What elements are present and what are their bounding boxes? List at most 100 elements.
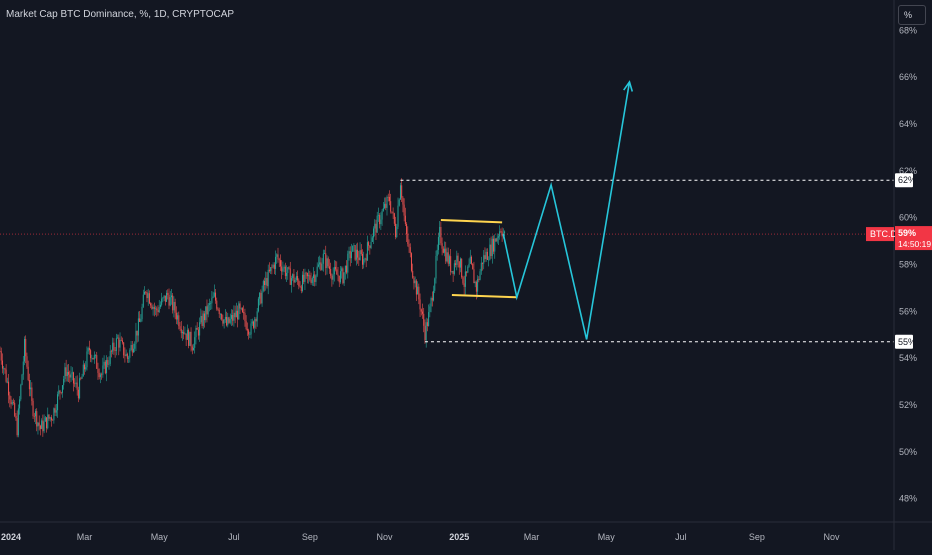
candle-body — [37, 422, 39, 427]
x-tick-label: Sep — [749, 532, 765, 542]
candle-body — [118, 337, 120, 348]
candle-body — [313, 274, 315, 279]
candle-body — [155, 308, 157, 310]
candle-body — [308, 275, 310, 277]
candle-body — [248, 330, 250, 335]
candle-body — [262, 281, 264, 291]
candle-body — [161, 298, 163, 305]
candle-body — [352, 245, 354, 252]
candle-body — [107, 360, 109, 365]
candle-body — [58, 390, 60, 395]
candle-body — [320, 262, 322, 270]
candle-body — [55, 410, 57, 413]
candle-body — [423, 313, 425, 326]
candle-body — [316, 266, 318, 276]
candle-body — [191, 346, 193, 351]
candle-body — [23, 338, 25, 362]
candle-body — [110, 350, 112, 352]
candle-body — [88, 348, 90, 351]
range-box-top-line[interactable] — [440, 219, 503, 224]
candle-body — [157, 310, 159, 313]
candle-body — [19, 399, 21, 409]
candle-body — [270, 267, 272, 272]
candle-body — [453, 263, 455, 274]
candle-body — [485, 251, 487, 260]
candle-body — [114, 350, 116, 351]
candle-body — [49, 417, 51, 419]
candle-body — [250, 323, 252, 335]
y-tick-label: 68% — [899, 25, 917, 35]
candle-body — [216, 300, 218, 309]
candle-body — [458, 261, 460, 268]
candle-body — [54, 408, 56, 413]
candle-body — [434, 278, 436, 291]
candle-body — [129, 349, 131, 358]
candle-body — [303, 274, 305, 282]
candle-body — [257, 298, 259, 312]
candle-body — [6, 381, 8, 383]
candle-body — [52, 420, 54, 421]
candle-body — [359, 250, 361, 261]
candle-body — [399, 185, 401, 200]
x-tick-label: Jul — [675, 532, 687, 542]
x-tick-label: Nov — [377, 532, 394, 542]
candle-body — [92, 358, 94, 360]
candle-body — [347, 253, 349, 273]
candle-body — [99, 374, 101, 378]
candle-body — [497, 236, 499, 238]
candle-body — [97, 368, 99, 373]
candle-body — [170, 295, 172, 298]
candle-body — [282, 268, 284, 272]
candle-body — [330, 268, 332, 276]
candle-body — [93, 355, 95, 360]
candle-body — [125, 353, 127, 356]
candle-body — [349, 251, 351, 259]
candle-body — [124, 355, 126, 356]
candle-body — [235, 310, 237, 318]
candle-body — [74, 383, 76, 385]
range-box-bottom-line[interactable] — [451, 293, 517, 299]
unit-toggle-button[interactable]: % — [898, 5, 926, 25]
candle-body — [162, 297, 164, 299]
candle-body — [42, 420, 44, 432]
candle-body — [164, 295, 166, 302]
candle-body — [31, 387, 33, 401]
candle-body — [375, 223, 377, 233]
candle-body — [412, 270, 414, 278]
candle-body — [266, 278, 268, 287]
y-tick-label: 64% — [899, 119, 917, 129]
candle-body — [86, 351, 88, 368]
candle-body — [239, 303, 241, 309]
projection-path[interactable] — [502, 81, 631, 340]
candle-body — [358, 257, 360, 261]
candle-body — [474, 281, 476, 284]
candle-body — [464, 271, 466, 287]
candle-body — [238, 303, 240, 320]
candle-body — [292, 274, 294, 279]
candle-body — [289, 268, 291, 285]
candle-body — [364, 258, 366, 260]
level-label-bg — [895, 173, 913, 188]
candle-body — [178, 315, 180, 327]
candle-body — [486, 251, 488, 260]
y-tick-label: 48% — [899, 494, 917, 504]
candle-body — [264, 281, 266, 285]
candle-body — [414, 280, 416, 284]
candle-body — [179, 326, 181, 329]
candle-body — [153, 306, 155, 310]
candle-body — [271, 267, 273, 268]
candle-body — [39, 425, 41, 429]
candle-body — [370, 241, 372, 248]
candle-body — [103, 361, 105, 366]
candle-body — [425, 322, 427, 341]
candle-body — [491, 238, 493, 256]
y-tick-label: 66% — [899, 72, 917, 82]
candle-body — [120, 339, 122, 341]
candle-body — [8, 381, 10, 396]
candle-body — [84, 364, 86, 370]
candle-body — [68, 371, 70, 375]
candle-body — [106, 360, 108, 374]
candle-body — [339, 271, 341, 283]
